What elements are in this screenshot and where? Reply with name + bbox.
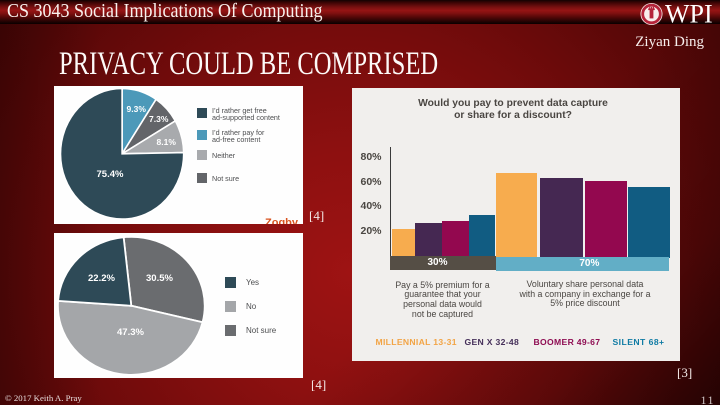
svg-text:WPI: WPI <box>665 0 713 28</box>
